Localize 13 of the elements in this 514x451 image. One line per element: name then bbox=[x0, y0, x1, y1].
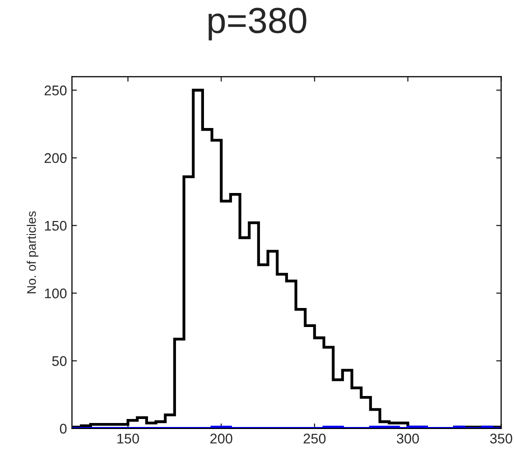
x-tick-label: 250 bbox=[304, 434, 326, 444]
y-tick-label: 100 bbox=[44, 288, 67, 298]
y-axis-title: No. of particles bbox=[26, 211, 38, 294]
chart-title: p=380 bbox=[208, 8, 306, 40]
x-tick-label: 200 bbox=[210, 434, 232, 444]
x-tick-label: 350 bbox=[490, 434, 512, 444]
y-tick-label: 200 bbox=[44, 153, 67, 164]
y-tick-label: 50 bbox=[52, 356, 67, 366]
y-tick-label: 0 bbox=[60, 424, 67, 434]
x-tick-label: 150 bbox=[117, 434, 139, 444]
y-tick-label: 150 bbox=[44, 220, 67, 231]
y-tick-label: 250 bbox=[44, 86, 67, 96]
x-tick-label: 300 bbox=[396, 434, 419, 444]
